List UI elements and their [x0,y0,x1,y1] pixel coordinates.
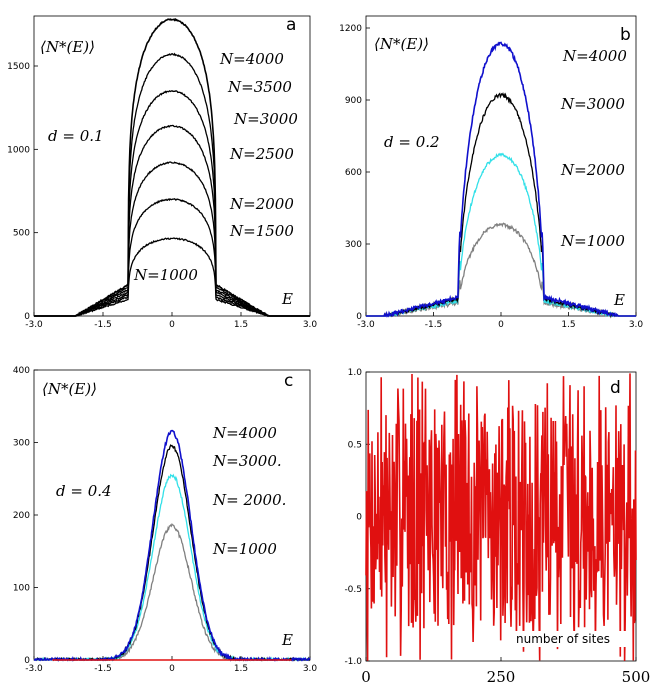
y-tick-label: 300 [345,240,362,250]
x-tick-label: 1.5 [234,664,248,674]
y-axis-label: ⟨N*(E)⟩ [42,380,97,398]
series-label: N=3000 [560,95,625,113]
y-axis-label: ⟨N*(E)⟩ [40,38,95,56]
x-tick-label: 250 [487,668,516,686]
series-label: N=1000 [560,232,625,250]
x-axis-label: E [281,290,293,308]
series-label: N=4000 [212,424,277,442]
panel-letter: a [286,15,296,35]
panel-letter: b [620,25,631,45]
series-line [34,17,310,317]
x-tick-label: 1.5 [234,320,248,330]
series-line [34,197,310,317]
y-tick-label: 400 [13,366,30,376]
y-tick-label: 300 [13,439,30,449]
x-tick-label: 3.0 [303,664,318,674]
x-tick-label: 0 [361,668,371,686]
y-tick-label: 100 [13,584,30,594]
series-label: N=3000. [212,452,282,470]
series-label: N=1000 [212,540,277,558]
series-label: N=4000 [562,47,627,65]
y-tick-label: 1000 [7,145,30,155]
x-tick-label: -1.5 [94,320,112,330]
series-label: N=4000 [219,50,284,68]
x-tick-label: 3.0 [629,320,644,330]
series-label: N=3000 [233,110,298,128]
x-tick-label: -3.0 [357,320,375,330]
x-axis-annotation: number of sites [516,632,610,646]
x-tick-label: -3.0 [25,664,43,674]
series-label: N= 2000. [212,491,286,509]
x-tick-label: 0 [169,664,175,674]
y-tick-label: 0 [356,513,362,523]
parameter-label: d = 0.2 [384,133,440,151]
x-axis-label: E [613,291,625,309]
y-tick-label: 900 [345,96,362,106]
x-tick-label: 1.5 [561,320,575,330]
x-tick-label: -1.5 [94,664,112,674]
y-tick-label: 0 [24,312,30,322]
x-tick-label: 500 [622,668,651,686]
y-tick-label: -0.5 [344,585,362,595]
y-tick-label: 500 [13,229,30,239]
series-label: N=1000 [133,266,198,284]
series-line [365,373,637,661]
series-label: N=3500 [227,78,292,96]
y-tick-label: 1200 [339,24,362,34]
series-label: N=2000 [560,161,625,179]
series-label: N=1500 [229,222,294,240]
x-axis-label: E [281,631,293,649]
x-tick-label: 0 [169,320,175,330]
annotation-background [512,631,626,647]
x-tick-label: -3.0 [25,320,43,330]
series-label: N=2000 [229,195,294,213]
series-line [366,41,636,318]
panel-c [33,369,311,662]
y-tick-label: 0 [24,656,30,666]
plot-frame [33,369,311,661]
y-axis-label: ⟨N*(E)⟩ [374,35,429,53]
series-label: N=2500 [229,145,294,163]
x-tick-label: -1.5 [425,320,443,330]
x-tick-label: 0 [498,320,504,330]
panel-letter: d [610,378,621,398]
parameter-label: d = 0.4 [56,482,112,500]
panel-d [365,371,637,662]
panel-a [33,15,311,317]
y-tick-label: 0.5 [348,440,362,450]
y-tick-label: 1.0 [348,368,363,378]
y-tick-label: 600 [345,168,362,178]
y-tick-label: 0 [356,312,362,322]
panel-b [365,15,637,319]
x-tick-label: 3.0 [303,320,318,330]
panel-letter: c [284,371,293,391]
parameter-label: d = 0.1 [48,127,104,145]
y-tick-label: 1500 [7,62,30,72]
y-tick-label: -1.0 [344,657,362,667]
series-line [366,92,636,319]
y-tick-label: 200 [13,511,30,521]
